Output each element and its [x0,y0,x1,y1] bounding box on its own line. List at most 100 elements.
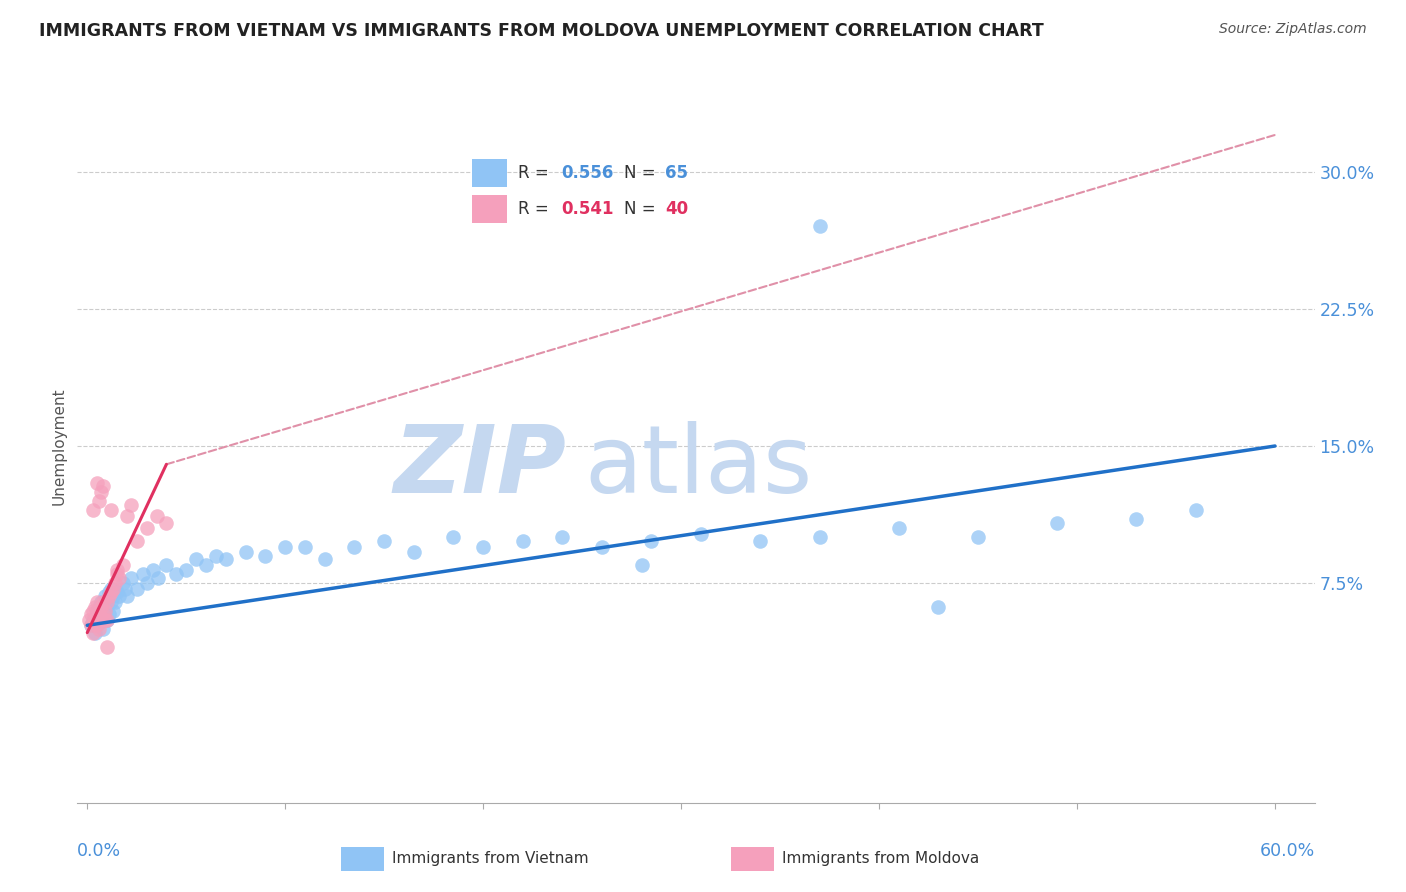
Point [104,576,127,591]
Point [96,640,118,655]
Text: ZIP: ZIP [394,421,567,514]
Text: 40: 40 [665,200,688,218]
Point [314,552,336,566]
Text: Immigrants from Moldova: Immigrants from Moldova [782,851,979,866]
Point [82,613,104,627]
Point [98,585,121,599]
Point [967,531,990,545]
Point [80,618,103,632]
Point [98,589,121,603]
Point [402,545,425,559]
Point [86,618,108,632]
Point [87,607,110,622]
Point [96,613,118,627]
Point [125,582,148,596]
Point [808,531,831,545]
Point [512,534,534,549]
Point [87,622,110,636]
Point [120,498,142,512]
Point [96,613,118,627]
Point [142,563,165,577]
Point [82,503,104,517]
Point [184,552,207,566]
Point [373,534,395,549]
Text: IMMIGRANTS FROM VIETNAM VS IMMIGRANTS FROM MOLDOVA UNEMPLOYMENT CORRELATION CHAR: IMMIGRANTS FROM VIETNAM VS IMMIGRANTS FR… [39,22,1045,40]
Point [274,540,297,554]
Point [90,611,112,625]
Point [640,534,662,549]
Bar [472,195,508,223]
Y-axis label: Unemployment: Unemployment [51,387,66,505]
Point [108,571,131,585]
Point [84,600,107,615]
Point [472,540,495,554]
Point [90,484,112,499]
Point [174,563,197,577]
Point [82,625,104,640]
Text: atlas: atlas [585,421,813,514]
Point [87,616,110,631]
Point [131,567,153,582]
Point [96,598,118,612]
Point [100,503,122,517]
Point [120,571,142,585]
Point [111,576,134,591]
Point [104,594,127,608]
Point [86,475,108,490]
Point [205,549,228,563]
Point [91,479,114,493]
Bar [340,847,384,871]
Point [749,534,772,549]
Point [105,585,128,599]
Point [165,567,187,582]
Point [235,545,257,559]
Point [114,582,136,596]
Point [96,594,118,608]
Point [100,582,122,596]
Point [148,571,170,585]
Point [98,607,121,622]
Point [94,604,117,618]
Point [927,600,949,615]
Point [86,607,108,622]
Point [105,563,128,577]
Point [91,607,114,622]
Point [111,558,134,572]
Point [82,604,104,618]
Point [690,526,713,541]
Point [443,531,465,545]
Point [101,604,124,618]
Point [94,604,117,618]
Text: R =: R = [517,164,554,182]
Point [808,219,831,234]
Point [90,613,112,627]
Point [135,521,157,535]
Point [630,558,652,572]
Point [591,540,613,554]
Point [135,576,157,591]
Point [215,552,238,566]
Text: 65: 65 [665,164,688,182]
Point [125,534,148,549]
Point [84,625,107,640]
Point [87,494,110,508]
Point [1185,503,1208,517]
Point [91,594,114,608]
Point [551,531,574,545]
Point [91,622,114,636]
Text: 0.541: 0.541 [561,200,614,218]
Point [155,558,177,572]
Point [87,600,110,615]
Point [155,516,177,530]
Point [94,613,117,627]
Text: N =: N = [624,200,661,218]
Point [887,521,910,535]
Point [77,613,100,627]
Text: R =: R = [517,200,554,218]
Point [91,607,114,622]
Text: 0.0%: 0.0% [77,842,121,860]
Point [294,540,316,554]
Text: 0.556: 0.556 [561,164,614,182]
Point [94,589,117,603]
Point [101,582,124,596]
